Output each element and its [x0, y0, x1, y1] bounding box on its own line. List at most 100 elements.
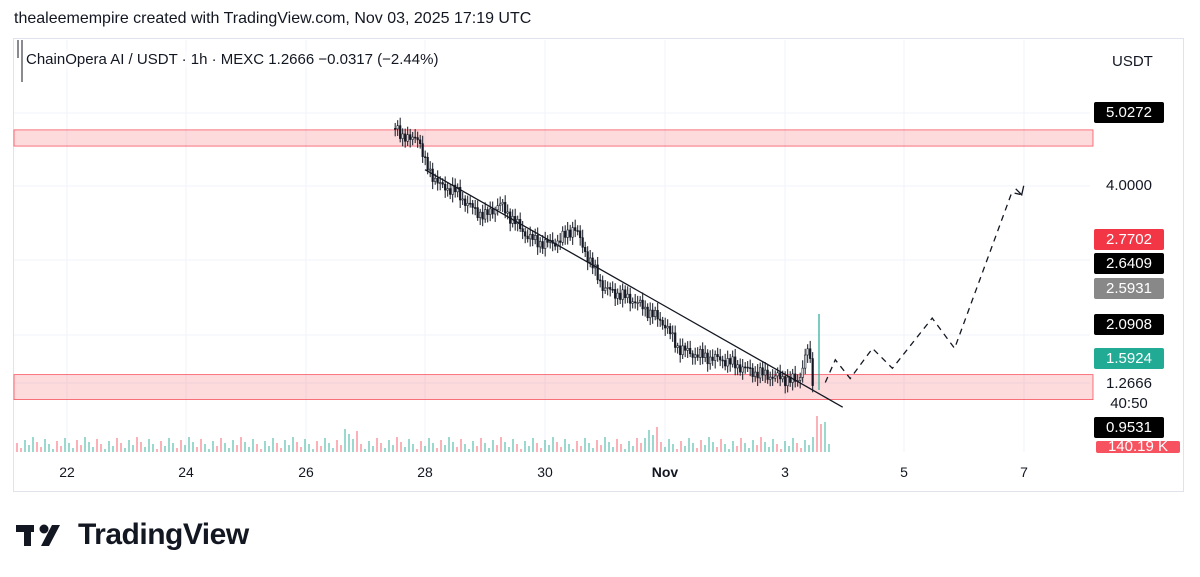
volume-bar — [228, 448, 230, 452]
candle-body — [524, 231, 527, 237]
volume-bar — [608, 442, 610, 452]
volume-bar — [448, 437, 450, 452]
volume-bar — [820, 424, 822, 452]
volume-bar — [764, 442, 766, 452]
volume-bar — [320, 446, 322, 452]
zone-resistance — [13, 129, 1094, 147]
volume-bar — [648, 430, 650, 452]
volume-bar — [172, 443, 174, 452]
volume-bar — [816, 416, 818, 452]
candle-body — [671, 332, 674, 335]
volume-bar — [592, 448, 594, 452]
volume-bar — [28, 445, 30, 452]
volume-bar — [84, 437, 86, 452]
volume-bar — [796, 443, 798, 452]
volume-bar — [240, 437, 242, 452]
candle-body — [556, 240, 559, 247]
chart-header: thealeemempire created with TradingView.… — [14, 10, 532, 27]
volume-bar — [504, 442, 506, 452]
volume-bar — [656, 427, 658, 452]
candle-body — [624, 289, 627, 299]
candle-body — [459, 187, 462, 201]
volume-bar — [564, 439, 566, 452]
volume-bar — [236, 445, 238, 452]
currency-label[interactable]: USDT — [1112, 53, 1153, 70]
candle-body — [676, 345, 679, 348]
projection-arrowhead — [1015, 185, 1025, 197]
volume-bar — [604, 437, 606, 452]
volume-bar — [752, 440, 754, 452]
volume-bar — [760, 437, 762, 452]
candle-body — [621, 289, 624, 300]
volume-bar — [584, 438, 586, 452]
candle-body — [749, 367, 752, 369]
candle-body — [809, 348, 812, 359]
candle-body — [659, 318, 662, 321]
volume-bar — [408, 439, 410, 452]
candle-body — [501, 202, 504, 205]
volume-bar — [516, 444, 518, 452]
candle-body — [641, 299, 644, 310]
candle-body — [404, 133, 407, 142]
volume-bar — [580, 446, 582, 452]
price-tag: 1.5924 — [1094, 348, 1164, 369]
volume-bar — [140, 442, 142, 452]
volume-bar — [112, 446, 114, 452]
volume-bar — [616, 439, 618, 452]
volume-bar — [624, 449, 626, 452]
volume-bar — [372, 446, 374, 452]
candle-body — [431, 168, 434, 182]
volume-bar — [60, 446, 62, 452]
volume-bar — [440, 440, 442, 452]
volume-bar — [24, 440, 26, 452]
volume-bar — [40, 447, 42, 452]
volume-bar — [636, 438, 638, 452]
projected-path — [824, 191, 1022, 383]
volume-bar — [204, 444, 206, 452]
candle-body — [764, 369, 767, 376]
candle-body — [806, 348, 809, 356]
volume-bar — [468, 449, 470, 452]
candle-body — [436, 177, 439, 184]
volume-bar — [64, 438, 66, 452]
candle-body — [634, 301, 637, 304]
volume-bar — [304, 439, 306, 452]
candle-body — [704, 352, 707, 358]
volume-bar — [620, 444, 622, 452]
volume-bar — [588, 443, 590, 452]
x-tick-label: 26 — [298, 464, 314, 480]
candle-body — [756, 371, 759, 379]
candle-body — [724, 360, 727, 367]
volume-bar — [332, 448, 334, 452]
volume-bar — [488, 448, 490, 452]
candle-body — [454, 184, 457, 193]
candle-body — [581, 237, 584, 248]
price-tag: 2.7702 — [1094, 229, 1164, 250]
candle-body — [706, 352, 709, 365]
candle-body — [691, 353, 694, 358]
volume-bar — [756, 445, 758, 452]
volume-bar — [244, 442, 246, 452]
candle-body — [656, 310, 659, 320]
volume-bar — [420, 441, 422, 452]
volume-bar — [328, 443, 330, 452]
chart-zones — [13, 129, 1094, 400]
volume-bar — [268, 446, 270, 452]
volume-bar — [532, 438, 534, 452]
candle-body — [409, 134, 412, 140]
volume-bar — [52, 449, 54, 452]
candle-body — [739, 364, 742, 373]
candle-body — [674, 332, 677, 348]
volume-bar — [800, 448, 802, 452]
symbol-legend[interactable]: ChainOpera AI / USDT · 1h · MEXC 1.2666 … — [26, 51, 439, 68]
volume-bar — [576, 441, 578, 452]
volume-bar — [144, 447, 146, 452]
volume-bar — [600, 445, 602, 452]
volume-bar — [216, 446, 218, 452]
volume-bar — [772, 439, 774, 452]
volume-bar — [768, 447, 770, 452]
x-tick-label: 22 — [59, 464, 75, 480]
candle-body — [799, 377, 802, 381]
price-tag: 140.19 K — [1096, 441, 1180, 453]
